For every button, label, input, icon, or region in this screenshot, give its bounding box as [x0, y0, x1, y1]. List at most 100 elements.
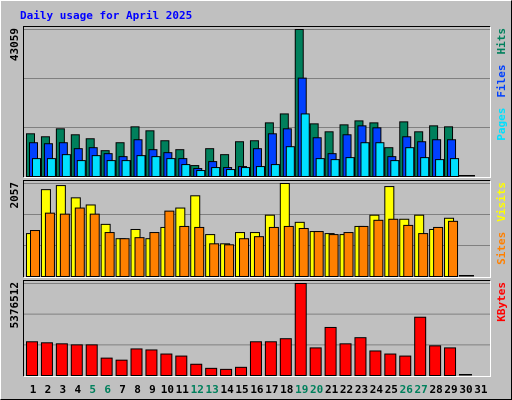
- x-tick-label: 10: [161, 383, 174, 396]
- legend: Pages Files Hits: [495, 28, 508, 141]
- bar: [235, 366, 248, 377]
- bar: [448, 220, 459, 278]
- bar: [300, 113, 310, 177]
- bar: [194, 226, 205, 278]
- bar: [106, 160, 116, 177]
- bar: [283, 225, 294, 277]
- bar: [390, 160, 400, 177]
- x-tick-label: 30: [459, 383, 472, 396]
- x-tick-label: 1: [30, 383, 37, 396]
- x-tick-label: 13: [206, 383, 219, 396]
- bar: [285, 146, 295, 177]
- bar: [100, 357, 113, 376]
- bar: [444, 347, 457, 377]
- bar: [253, 236, 264, 277]
- bar: [239, 238, 250, 277]
- bar: [119, 238, 130, 277]
- bar: [89, 213, 100, 278]
- bar: [181, 164, 191, 177]
- x-tick-label: 5: [89, 383, 96, 396]
- x-tick-label: 9: [149, 383, 156, 396]
- bar: [26, 341, 38, 377]
- bar: [134, 237, 145, 277]
- x-tick-label: 14: [220, 383, 234, 396]
- bar: [255, 166, 265, 177]
- legend-entry: Sites: [495, 232, 508, 265]
- bar: [205, 367, 218, 377]
- bar: [61, 154, 71, 178]
- legend-entry: KBytes: [495, 282, 508, 322]
- legend: KBytes: [495, 282, 508, 322]
- bar: [46, 158, 56, 178]
- bar: [190, 363, 203, 376]
- bar: [360, 142, 370, 177]
- bevel: [23, 26, 491, 178]
- bar: [279, 338, 292, 376]
- bar: [330, 159, 340, 177]
- bar: [249, 341, 262, 377]
- x-tick-label: 8: [134, 383, 141, 396]
- bevel: [23, 280, 491, 377]
- bar: [373, 219, 384, 277]
- bar: [70, 344, 83, 376]
- bar: [224, 244, 235, 278]
- y-tick-label: 2057: [8, 182, 21, 209]
- bevel: [23, 180, 491, 278]
- x-tick-label: 3: [60, 383, 67, 396]
- bar: [270, 164, 280, 177]
- bar: [268, 226, 279, 278]
- x-tick-label: 27: [415, 383, 428, 396]
- bar: [241, 167, 251, 178]
- bar: [55, 343, 68, 377]
- chart-title: Daily usage for April 2025: [20, 9, 192, 22]
- bar: [85, 344, 98, 376]
- bar: [164, 210, 175, 277]
- x-tick-label: 26: [400, 383, 414, 396]
- bar: [298, 227, 309, 277]
- bar: [345, 157, 355, 178]
- bar: [136, 155, 146, 177]
- x-tick-label: 2: [45, 383, 52, 396]
- x-tick-label: 21: [325, 383, 339, 396]
- bar: [151, 156, 161, 177]
- bar: [209, 243, 220, 277]
- legend-entry: Visits: [495, 182, 508, 222]
- legend: Sites Visits: [495, 182, 508, 265]
- x-tick-label: 19: [295, 383, 308, 396]
- bar: [196, 170, 206, 177]
- bar: [179, 225, 190, 277]
- bar: [145, 349, 158, 377]
- x-tick-label: 16: [250, 383, 264, 396]
- bar: [264, 341, 277, 377]
- x-tick-label: 25: [385, 383, 398, 396]
- bar: [160, 353, 173, 377]
- bar: [462, 275, 474, 277]
- x-tick-label: 17: [265, 383, 278, 396]
- bar: [464, 175, 475, 177]
- bevel: [23, 280, 491, 377]
- bar: [149, 232, 160, 277]
- bar: [414, 316, 427, 377]
- bar: [104, 232, 115, 277]
- bar: [343, 232, 354, 277]
- bar: [175, 355, 188, 377]
- bar: [405, 147, 415, 177]
- bar: [211, 167, 221, 178]
- bar: [166, 158, 176, 178]
- bar: [388, 218, 399, 277]
- x-tick-label: 12: [191, 383, 204, 396]
- legend-entry: Hits: [495, 28, 508, 55]
- x-tick-label: 20: [310, 383, 323, 396]
- bar: [40, 342, 53, 377]
- bar: [433, 226, 444, 278]
- bar: [399, 355, 412, 377]
- bar: [384, 353, 397, 377]
- x-tick-label: 6: [104, 383, 111, 396]
- legend-entry: Pages: [495, 108, 508, 141]
- bar: [418, 233, 429, 278]
- bar: [44, 212, 55, 277]
- bar: [458, 374, 472, 376]
- x-tick-label: 15: [235, 383, 248, 396]
